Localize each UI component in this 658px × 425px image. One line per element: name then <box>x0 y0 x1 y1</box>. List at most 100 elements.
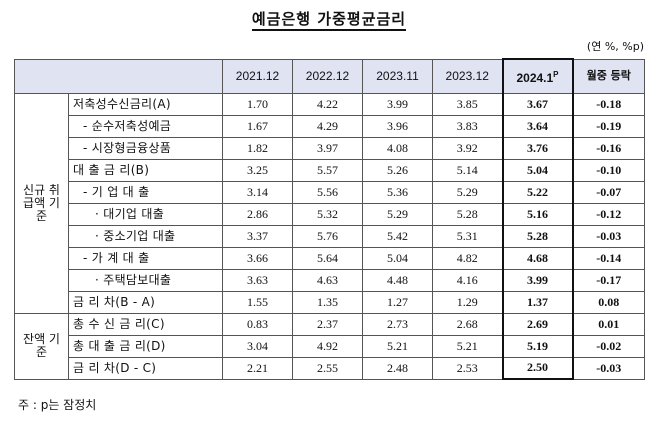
value-cell: 2.86 <box>222 202 293 226</box>
value-cell: 5.64 <box>292 246 363 270</box>
table-row: - 시장형금융상품 1.82 3.97 4.08 3.92 3.76 -0.16 <box>15 136 645 160</box>
monthly-change-cell: 0.08 <box>572 290 645 314</box>
value-cell: 2.50 <box>501 356 574 380</box>
row-label: 금 리 차(D - C) <box>68 356 223 380</box>
col-header-2024-1: 2024.1P <box>501 58 574 94</box>
unit-label: (연 %, %p) <box>586 40 644 53</box>
monthly-change-cell: 0.01 <box>572 312 645 336</box>
col-header-2023-11: 2023.11 <box>362 58 433 94</box>
monthly-change-cell: -0.18 <box>572 92 645 116</box>
value-cell: 1.70 <box>222 92 293 116</box>
row-label: - 순수저축성예금 <box>68 114 223 138</box>
value-cell: 3.96 <box>362 114 433 138</box>
monthly-change-cell: -0.12 <box>572 202 645 226</box>
table-row: - 가 계 대 출 3.66 5.64 5.04 4.82 4.68 -0.14 <box>15 246 645 270</box>
value-cell: 4.16 <box>432 268 503 292</box>
value-cell: 1.27 <box>362 290 433 314</box>
table-row: 신규 취급액 기준 저축성수신금리(A) 1.70 4.22 3.99 3.85 3.67-… <box>14 92 645 314</box>
value-cell: 0.83 <box>222 312 293 336</box>
value-cell: 4.48 <box>362 268 433 292</box>
value-cell: 4.68 <box>501 246 574 270</box>
value-cell: 4.82 <box>432 246 503 270</box>
value-cell: 4.29 <box>292 114 363 138</box>
value-cell: 3.04 <box>222 334 293 358</box>
monthly-change-cell: -0.03 <box>572 224 645 248</box>
value-cell: 3.92 <box>432 136 503 160</box>
value-cell: 3.76 <box>501 136 574 160</box>
row-label: 저축성수신금리(A) <box>68 92 223 116</box>
table-title: 예금은행 가중평균금리 <box>0 8 658 31</box>
value-cell: 5.26 <box>362 158 433 182</box>
table-body: 신규 취급액 기준 저축성수신금리(A) 1.70 4.22 3.99 3.85 3.67-… <box>14 92 645 380</box>
value-cell: 5.57 <box>292 158 363 182</box>
interest-rate-table: 2021.12 2022.12 2023.11 2023.12 2024.1P … <box>14 58 645 380</box>
table-row: 총 대 출 금 리(D) 3.04 4.92 5.21 5.21 5.19 -0.02 <box>15 334 645 358</box>
value-cell: 5.21 <box>432 334 503 358</box>
value-cell: 1.35 <box>292 290 363 314</box>
value-cell: 5.76 <box>292 224 363 248</box>
monthly-change-cell: -0.16 <box>572 136 645 160</box>
value-cell: 1.29 <box>432 290 503 314</box>
row-label: · 주택담보대출 <box>68 268 223 292</box>
col-header-2022-12: 2022.12 <box>292 58 363 94</box>
value-cell: 5.31 <box>432 224 503 248</box>
table-row: · 주택담보대출 3.63 4.63 4.48 4.16 3.99 -0.17 <box>15 268 645 292</box>
value-cell: 2.48 <box>362 356 433 380</box>
value-cell: 5.42 <box>362 224 433 248</box>
table-row: - 순수저축성예금 1.67 4.29 3.96 3.83 3.64 -0.19 <box>15 114 645 138</box>
header-row: 2021.12 2022.12 2023.11 2023.12 2024.1P … <box>14 58 645 94</box>
value-cell: 3.99 <box>501 268 574 292</box>
row-label: 대 출 금 리(B) <box>68 158 223 182</box>
value-cell: 5.14 <box>432 158 503 182</box>
value-cell: 3.25 <box>222 158 293 182</box>
value-cell: 3.63 <box>222 268 293 292</box>
value-cell: 3.14 <box>222 180 293 204</box>
monthly-change-cell: -0.17 <box>572 268 645 292</box>
value-cell: 4.92 <box>292 334 363 358</box>
value-cell: 2.37 <box>292 312 363 336</box>
value-cell: 2.55 <box>292 356 363 380</box>
value-cell: 5.36 <box>362 180 433 204</box>
header-corner <box>14 58 223 94</box>
value-cell: 2.69 <box>501 312 574 336</box>
value-cell: 1.82 <box>222 136 293 160</box>
row-label: · 대기업 대출 <box>68 202 223 226</box>
group-label: 신규 취급액 기준 <box>14 92 69 314</box>
value-cell: 5.19 <box>501 334 574 358</box>
value-cell: 1.37 <box>501 290 574 314</box>
value-cell: 1.55 <box>222 290 293 314</box>
table-row: 금 리 차(B - A) 1.55 1.35 1.27 1.29 1.37 0.08 <box>15 290 645 314</box>
row-label: 총 대 출 금 리(D) <box>68 334 223 358</box>
value-cell: 4.22 <box>292 92 363 116</box>
value-cell: 4.08 <box>362 136 433 160</box>
value-cell: 1.67 <box>222 114 293 138</box>
value-cell: 5.04 <box>362 246 433 270</box>
monthly-change-cell: -0.14 <box>572 246 645 270</box>
value-cell: 3.83 <box>432 114 503 138</box>
col-header-2023-12: 2023.12 <box>432 58 503 94</box>
monthly-change-cell: -0.10 <box>572 158 645 182</box>
footnote: 주 : p는 잠정치 <box>18 398 97 412</box>
value-cell: 2.53 <box>432 356 503 380</box>
value-cell: 2.21 <box>222 356 293 380</box>
value-cell: 5.16 <box>501 202 574 226</box>
table-row: 금 리 차(D - C) 2.21 2.55 2.48 2.53 2.50 -0.03 <box>15 356 645 380</box>
row-label: · 중소기업 대출 <box>68 224 223 248</box>
value-cell: 5.28 <box>432 202 503 226</box>
value-cell: 3.64 <box>501 114 574 138</box>
row-label: 총 수 신 금 리(C) <box>68 312 223 336</box>
table-row: · 중소기업 대출 3.37 5.76 5.42 5.31 5.28 -0.03 <box>15 224 645 248</box>
row-label: - 가 계 대 출 <box>68 246 223 270</box>
value-cell: 5.04 <box>501 158 574 182</box>
value-cell: 3.85 <box>432 92 503 116</box>
group-label: 잔액 기준 <box>14 312 69 380</box>
value-cell: 3.67 <box>501 92 574 116</box>
col-header-2021-12: 2021.12 <box>222 58 293 94</box>
monthly-change-cell: -0.07 <box>572 180 645 204</box>
value-cell: 5.21 <box>362 334 433 358</box>
value-cell: 5.29 <box>432 180 503 204</box>
monthly-change-cell: -0.03 <box>572 356 645 380</box>
table-row: 잔액 기준 총 수 신 금 리(C) 0.83 2.37 2.73 2.68 2.69 0.0… <box>14 312 645 380</box>
value-cell: 3.97 <box>292 136 363 160</box>
row-label: - 시장형금융상품 <box>68 136 223 160</box>
